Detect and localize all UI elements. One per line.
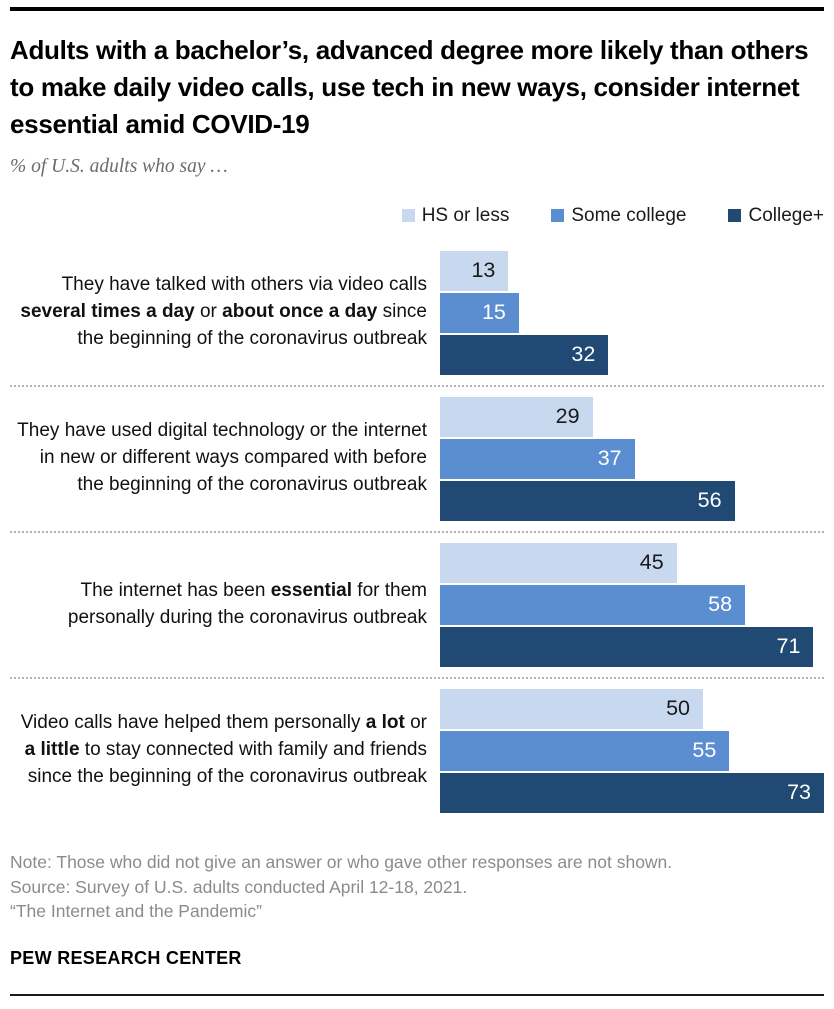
bar-row: 37	[440, 438, 824, 479]
bar: 56	[440, 480, 735, 521]
page: Adults with a bachelor’s, advanced degre…	[0, 7, 834, 997]
bar: 55	[440, 730, 730, 771]
bar-value-label: 13	[471, 258, 496, 283]
bar-row: 15	[440, 292, 824, 333]
bar: 29	[440, 396, 593, 437]
legend: HS or less Some college College+	[10, 205, 824, 227]
row-label-text: They have used digital technology or the…	[17, 420, 427, 496]
bar-value-label: 56	[697, 488, 722, 513]
legend-label: Some college	[571, 204, 687, 226]
bar-stack: 13 15 32	[440, 250, 824, 375]
row-label: Video calls have helped them personally …	[10, 710, 440, 791]
bar: 13	[440, 250, 509, 291]
bar-value-label: 73	[787, 780, 811, 805]
page-title: Adults with a bachelor’s, advanced degre…	[10, 35, 809, 139]
bar-value-label: 45	[639, 550, 664, 575]
bar-group: Video calls have helped them personally …	[10, 676, 824, 823]
row-label-text: for them personally during the coronavir…	[67, 579, 427, 628]
legend-swatch-icon	[401, 209, 415, 223]
legend-item: Some college	[551, 205, 686, 227]
bar: 50	[440, 688, 703, 729]
bar-value-label: 58	[708, 592, 733, 617]
top-rule	[10, 7, 824, 11]
bar: 37	[440, 438, 635, 479]
footer-wordmark: PEW RESEARCH CENTER	[10, 948, 242, 969]
row-label: The internet has been essential for them…	[10, 578, 440, 632]
row-label-emphasis: several times a day	[20, 301, 195, 323]
row-label-text: The internet has been	[80, 579, 271, 601]
bar-row: 55	[440, 730, 824, 771]
bar-value-label: 15	[481, 300, 506, 325]
row-label-text: They have talked with others via video c…	[61, 274, 427, 296]
bar: 58	[440, 584, 746, 625]
bar: 15	[440, 292, 519, 333]
legend-label: HS or less	[421, 204, 510, 226]
bar-value-label: 50	[666, 696, 690, 721]
page-subtitle: % of U.S. adults who say …	[10, 155, 228, 177]
row-label-emphasis: a little	[24, 739, 80, 761]
note-text: Note: Those who did not give an answer o…	[10, 851, 673, 872]
bar-row: 71	[440, 626, 824, 667]
bar-group: They have talked with others via video c…	[10, 241, 824, 385]
bar: 73	[440, 772, 824, 813]
bar-value-label: 55	[692, 738, 717, 763]
notes-block: Note: Those who did not give an answer o…	[10, 850, 824, 925]
bottom-rule	[10, 994, 824, 997]
bar-row: 45	[440, 542, 824, 583]
source-text: Source: Survey of U.S. adults conducted …	[10, 876, 468, 897]
bar: 71	[440, 626, 814, 667]
bar-stack: 29 37 56	[440, 396, 824, 521]
bar-value-label: 71	[776, 634, 801, 659]
row-label-text: since the beginning of the coronavirus o…	[77, 301, 427, 350]
bar: 45	[440, 542, 677, 583]
bar-group: The internet has been essential for them…	[10, 530, 824, 677]
bar-stack: 45 58 71	[440, 542, 824, 667]
bar-row: 56	[440, 480, 824, 521]
row-label: They have used digital technology or the…	[10, 418, 440, 499]
bar-group: They have used digital technology or the…	[10, 384, 824, 531]
bar-row: 73	[440, 772, 824, 813]
row-label-emphasis: a lot	[365, 712, 405, 734]
bar-value-label: 32	[571, 342, 596, 367]
bar-row: 58	[440, 584, 824, 625]
legend-item: HS or less	[401, 204, 510, 227]
legend-swatch-icon	[551, 209, 565, 223]
bar-stack: 50 55 73	[440, 688, 824, 813]
chart-groups: They have talked with others via video c…	[10, 241, 824, 823]
bar-row: 13	[440, 250, 824, 291]
legend-label: College+	[748, 204, 824, 226]
legend-swatch-icon	[728, 209, 742, 223]
bar-row: 50	[440, 688, 824, 729]
row-label-emphasis: essential	[270, 579, 353, 601]
row-label: They have talked with others via video c…	[10, 272, 440, 353]
bar-row: 29	[440, 396, 824, 437]
bar-row: 32	[440, 334, 824, 375]
report-title: “The Internet and the Pandemic”	[10, 901, 262, 922]
row-label-text: or	[194, 301, 223, 323]
bar-value-label: 37	[597, 446, 622, 471]
bar: 32	[440, 334, 609, 375]
row-label-text: or	[404, 712, 427, 734]
legend-item: College+	[728, 205, 824, 227]
row-label-text: to stay connected with family and friend…	[27, 739, 427, 788]
row-label-emphasis: about once a day	[222, 301, 378, 323]
bar-value-label: 29	[555, 404, 580, 429]
row-label-text: Video calls have helped them personally	[20, 712, 366, 734]
